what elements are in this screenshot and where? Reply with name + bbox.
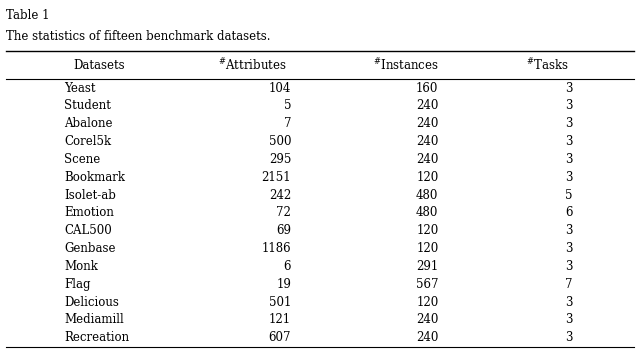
Text: 120: 120 bbox=[416, 224, 438, 237]
Text: Flag: Flag bbox=[64, 278, 90, 291]
Text: 3: 3 bbox=[565, 82, 573, 95]
Text: 7: 7 bbox=[284, 117, 291, 130]
Text: 120: 120 bbox=[416, 242, 438, 255]
Text: The statistics of fifteen benchmark datasets.: The statistics of fifteen benchmark data… bbox=[6, 30, 271, 43]
Text: 240: 240 bbox=[416, 331, 438, 344]
Text: $^{\#}$Attributes: $^{\#}$Attributes bbox=[218, 57, 287, 74]
Text: 120: 120 bbox=[416, 171, 438, 184]
Text: 69: 69 bbox=[276, 224, 291, 237]
Text: 295: 295 bbox=[269, 153, 291, 166]
Text: 160: 160 bbox=[416, 82, 438, 95]
Text: 240: 240 bbox=[416, 314, 438, 326]
Text: 480: 480 bbox=[416, 189, 438, 202]
Text: Bookmark: Bookmark bbox=[64, 171, 125, 184]
Text: Genbase: Genbase bbox=[64, 242, 115, 255]
Text: 6: 6 bbox=[284, 260, 291, 273]
Text: 500: 500 bbox=[269, 135, 291, 148]
Text: $^{\#}$Instances: $^{\#}$Instances bbox=[374, 57, 439, 74]
Text: 242: 242 bbox=[269, 189, 291, 202]
Text: 2151: 2151 bbox=[262, 171, 291, 184]
Text: Datasets: Datasets bbox=[74, 59, 125, 71]
Text: 291: 291 bbox=[416, 260, 438, 273]
Text: Isolet-ab: Isolet-ab bbox=[64, 189, 116, 202]
Text: Yeast: Yeast bbox=[64, 82, 95, 95]
Text: Scene: Scene bbox=[64, 153, 100, 166]
Text: 240: 240 bbox=[416, 100, 438, 112]
Text: Table 1: Table 1 bbox=[6, 9, 50, 22]
Text: 240: 240 bbox=[416, 135, 438, 148]
Text: CAL500: CAL500 bbox=[64, 224, 112, 237]
Text: Emotion: Emotion bbox=[64, 207, 114, 219]
Text: 120: 120 bbox=[416, 296, 438, 309]
Text: 567: 567 bbox=[416, 278, 438, 291]
Text: 121: 121 bbox=[269, 314, 291, 326]
Text: 72: 72 bbox=[276, 207, 291, 219]
Text: Delicious: Delicious bbox=[64, 296, 119, 309]
Text: 1186: 1186 bbox=[262, 242, 291, 255]
Text: Corel5k: Corel5k bbox=[64, 135, 111, 148]
Text: 3: 3 bbox=[565, 314, 573, 326]
Text: Monk: Monk bbox=[64, 260, 98, 273]
Text: 3: 3 bbox=[565, 171, 573, 184]
Text: 240: 240 bbox=[416, 153, 438, 166]
Text: 607: 607 bbox=[269, 331, 291, 344]
Text: 3: 3 bbox=[565, 331, 573, 344]
Text: Recreation: Recreation bbox=[64, 331, 129, 344]
Text: 5: 5 bbox=[565, 189, 573, 202]
Text: $^{\#}$Tasks: $^{\#}$Tasks bbox=[526, 57, 568, 74]
Text: 3: 3 bbox=[565, 224, 573, 237]
Text: 3: 3 bbox=[565, 153, 573, 166]
Text: 5: 5 bbox=[284, 100, 291, 112]
Text: 19: 19 bbox=[276, 278, 291, 291]
Text: 480: 480 bbox=[416, 207, 438, 219]
Text: 6: 6 bbox=[565, 207, 573, 219]
Text: 3: 3 bbox=[565, 296, 573, 309]
Text: Student: Student bbox=[64, 100, 111, 112]
Text: Mediamill: Mediamill bbox=[64, 314, 124, 326]
Text: 104: 104 bbox=[269, 82, 291, 95]
Text: 3: 3 bbox=[565, 100, 573, 112]
Text: 3: 3 bbox=[565, 260, 573, 273]
Text: 240: 240 bbox=[416, 117, 438, 130]
Text: 501: 501 bbox=[269, 296, 291, 309]
Text: Abalone: Abalone bbox=[64, 117, 113, 130]
Text: 3: 3 bbox=[565, 117, 573, 130]
Text: 7: 7 bbox=[565, 278, 573, 291]
Text: 3: 3 bbox=[565, 242, 573, 255]
Text: 3: 3 bbox=[565, 135, 573, 148]
